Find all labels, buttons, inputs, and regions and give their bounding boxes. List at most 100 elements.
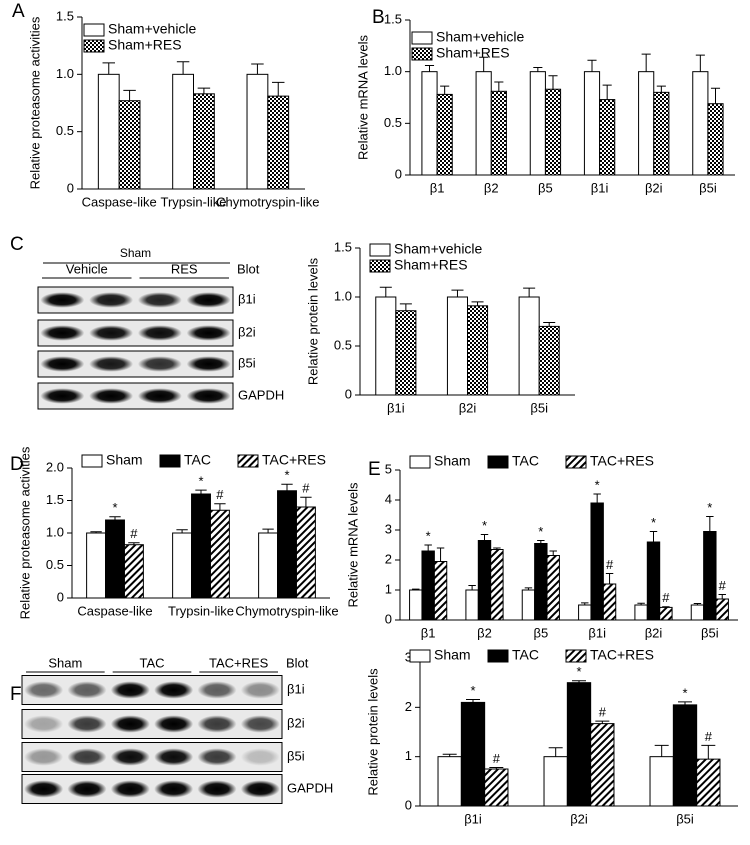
y-tick-label: 1 (385, 581, 392, 596)
error-bar (176, 529, 188, 533)
error-bar (451, 289, 464, 297)
bar (590, 723, 615, 807)
bar (436, 93, 453, 176)
blot-band (24, 715, 64, 733)
y-axis-label: Relative proteasome activities (17, 446, 32, 619)
error-bar (471, 301, 484, 306)
error-bar (399, 303, 412, 311)
error-bar (493, 547, 501, 550)
error-bar (90, 531, 102, 533)
blot-band (40, 356, 85, 372)
legend-swatch (411, 47, 433, 61)
y-tick-label: 4 (385, 491, 392, 506)
error-bar (479, 56, 489, 72)
bar (97, 73, 120, 190)
error-bar (710, 87, 721, 104)
bar (277, 490, 297, 599)
x-tick-label: Chymotryspin-like (235, 603, 338, 618)
x-tick-label: β1i (387, 400, 405, 415)
blot-band (89, 388, 134, 404)
legend-label: Sham (434, 647, 471, 663)
error-bar (524, 587, 533, 590)
x-tick-label: Trypsin-like (168, 603, 234, 618)
significance-marker: # (599, 705, 607, 720)
bar (602, 583, 617, 621)
panel-label: B (372, 7, 385, 28)
error-bar (654, 744, 669, 757)
blot-row-label: GAPDH (287, 780, 333, 795)
blot-band (67, 715, 107, 733)
bar (267, 95, 290, 190)
bar (246, 73, 269, 190)
blot-title: Sham (120, 246, 151, 260)
x-tick-label: β5 (538, 180, 553, 195)
x-tick-label: β2 (477, 625, 492, 640)
error-bar (466, 698, 480, 703)
blot-row-label: β5i (238, 355, 256, 370)
significance-marker: # (493, 751, 501, 766)
significance-marker: * (112, 500, 117, 515)
y-tick-label: 0 (405, 797, 412, 812)
x-tick-label: β2i (459, 400, 477, 415)
blot-band (186, 356, 231, 372)
x-tick-label: Chymotryspin-like (216, 194, 319, 209)
y-tick-label: 1.0 (56, 66, 74, 81)
significance-marker: # (719, 578, 727, 593)
bar (638, 71, 655, 176)
blot-band (67, 780, 107, 798)
bar (395, 310, 417, 396)
group-label: TAC+RES (209, 655, 269, 670)
bar (599, 99, 616, 176)
error-bar (543, 321, 556, 327)
x-tick-label: β2 (484, 180, 499, 195)
error-bar (424, 544, 432, 551)
blot-row-label: β1i (287, 681, 305, 696)
bar-chart: 0 1 2 3 Relative protein levels β1i * # β2i * # β5i… (365, 647, 738, 826)
significance-marker: * (198, 474, 203, 489)
y-tick-label: 1.5 (384, 11, 402, 26)
significance-marker: * (284, 468, 289, 483)
x-tick-label: β2i (570, 811, 588, 826)
error-bar (379, 286, 392, 297)
blot-band (154, 780, 194, 798)
blot-row-label: β2i (238, 324, 256, 339)
y-tick-label: 0 (395, 166, 402, 181)
bar (566, 682, 592, 807)
legend-swatch (487, 649, 509, 663)
significance-marker: * (470, 683, 475, 698)
bar (696, 758, 721, 807)
legend-swatch (565, 455, 587, 469)
legend-swatch (81, 454, 103, 468)
blot-band (197, 780, 237, 798)
bar (475, 71, 492, 176)
bar (543, 756, 568, 807)
significance-marker: * (595, 477, 600, 492)
error-bar (436, 547, 445, 562)
error-bar (693, 603, 702, 605)
bar-chart: 0 0.5 1.0 1.5 2.0 Relative proteasome activit… (10, 446, 339, 619)
x-tick-label: Caspase-like (82, 194, 157, 209)
error-bar (412, 588, 420, 590)
bar (465, 589, 479, 621)
legend-label: Sham+vehicle (108, 21, 197, 37)
bar-chart: 0 1 2 3 4 5 Relative mRNA levels Eβ1 * β2 * β5 * β1i *… (345, 453, 738, 640)
bar (521, 589, 536, 621)
x-tick-label: β5i (530, 400, 548, 415)
legend-swatch (487, 455, 509, 469)
significance-marker: * (426, 528, 431, 543)
blot-band (40, 292, 85, 308)
bar (634, 604, 648, 621)
bar (715, 598, 729, 621)
error-bar (637, 602, 645, 605)
blot-band (89, 356, 134, 372)
significance-marker: # (606, 557, 614, 572)
bar (193, 93, 215, 190)
bar (172, 532, 193, 599)
legend-swatch (369, 243, 391, 257)
significance-marker: * (651, 515, 656, 530)
bar-chart: 0 0.5 1.0 1.5 Relative protein levels β1i β2i β… (305, 239, 575, 415)
bar (172, 73, 194, 190)
bar (467, 305, 489, 396)
blot-band (240, 715, 280, 733)
